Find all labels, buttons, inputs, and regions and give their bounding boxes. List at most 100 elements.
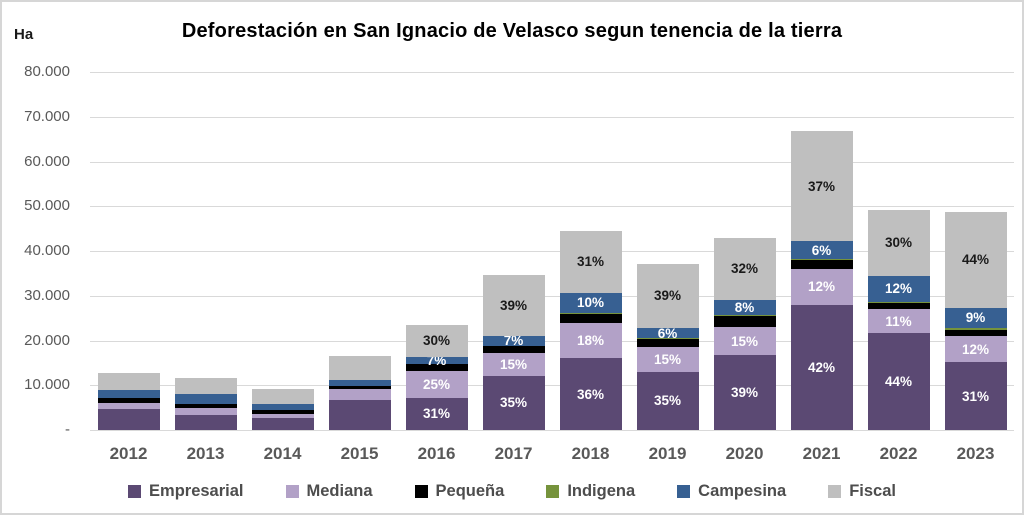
bar-segment — [251, 417, 314, 430]
segment-label: 37% — [807, 178, 836, 194]
segment-label: 35% — [499, 395, 528, 411]
segment-label: 44% — [961, 252, 990, 268]
bar-segment — [405, 356, 468, 364]
segment-label: 30% — [884, 235, 913, 251]
segment-label: 31% — [576, 254, 605, 270]
segment-label: 42% — [807, 359, 836, 375]
legend-label: Pequeña — [435, 482, 505, 500]
bar-segment — [405, 371, 468, 398]
bar-segment — [867, 209, 930, 276]
segment-label: 31% — [961, 388, 990, 404]
bar-segment — [713, 314, 776, 316]
x-tick-label: 2021 — [802, 444, 841, 463]
segment-label: 15% — [730, 333, 759, 349]
bar-segment — [790, 304, 853, 430]
gridline — [90, 430, 1014, 431]
x-tick-label: 2016 — [417, 444, 456, 463]
legend-swatch-icon — [414, 485, 428, 498]
bar-segment — [405, 325, 468, 357]
legend-swatch-icon — [546, 485, 560, 498]
y-tick-label: 20.000 — [24, 331, 70, 349]
segment-label: 11% — [885, 313, 912, 329]
gridline — [90, 385, 1014, 387]
bar-segment — [713, 326, 776, 356]
segment-label: 12% — [961, 341, 990, 357]
bar-segment — [328, 380, 391, 387]
segment-label: 12% — [884, 281, 913, 297]
bar-segment — [251, 404, 314, 411]
segment-label: 7% — [503, 333, 524, 349]
bar-segment — [867, 333, 930, 430]
bar-segment — [328, 389, 391, 401]
bar-segment — [328, 386, 391, 390]
bar-segment — [328, 400, 391, 430]
bar-segment — [867, 302, 930, 303]
bar-segment — [482, 335, 545, 347]
segment-label: 32% — [730, 261, 759, 277]
x-tick-label: 2013 — [186, 444, 225, 463]
bar-segment — [867, 275, 930, 303]
gridline — [90, 206, 1014, 208]
bar-segment — [867, 302, 930, 310]
segment-label: 15% — [499, 356, 528, 372]
bar-segment — [713, 238, 776, 300]
legend-swatch-icon — [677, 485, 691, 498]
bar-segment — [867, 309, 930, 334]
x-tick-label: 2017 — [494, 444, 533, 463]
y-tick-label: 10.000 — [24, 376, 70, 394]
segment-label: 30% — [422, 333, 451, 349]
segment-label: 18% — [576, 332, 605, 348]
x-tick-label: 2022 — [879, 444, 918, 463]
bar-segment — [636, 263, 699, 329]
segment-label: 31% — [422, 406, 451, 422]
legend-swatch-icon — [128, 485, 142, 498]
bar-segment — [944, 336, 1007, 363]
segment-label: 36% — [576, 386, 605, 402]
bar-segment — [174, 408, 237, 415]
bar-segment — [97, 408, 160, 430]
bar-segment — [174, 403, 237, 409]
bar-segment — [790, 259, 853, 260]
bar-segment — [944, 362, 1007, 430]
y-tick-label: 80.000 — [24, 63, 70, 80]
legend-label: Campesina — [698, 482, 787, 500]
bar-segment — [713, 355, 776, 430]
bar-segment — [790, 131, 853, 242]
legend-swatch-icon — [285, 485, 299, 498]
segment-label: 10% — [576, 295, 605, 311]
bar-segment — [790, 241, 853, 260]
legend-swatch-icon — [828, 485, 842, 498]
y-tick-label: - — [65, 421, 70, 438]
bar-segment — [944, 307, 1007, 328]
bar-segment — [944, 212, 1007, 308]
bar-segment — [405, 397, 468, 430]
bar-segment — [636, 328, 699, 339]
bar-segment — [482, 346, 545, 353]
bar-segment — [251, 389, 314, 405]
segment-label: 7% — [426, 352, 447, 368]
x-tick-label: 2014 — [263, 444, 302, 463]
legend-item: Indigena — [546, 482, 635, 501]
bar-segment — [790, 268, 853, 305]
legend-label: Empresarial — [149, 482, 244, 500]
x-tick-label: 2020 — [725, 444, 764, 463]
legend-label: Mediana — [306, 482, 373, 500]
segment-label: 39% — [499, 297, 528, 313]
segment-label: 35% — [653, 393, 682, 409]
bar-segment — [482, 275, 545, 336]
bar-segment — [944, 329, 1007, 337]
bar-segment — [174, 377, 237, 394]
y-axis-unit-label: Ha — [14, 26, 34, 43]
gridline — [90, 251, 1014, 252]
bar-segment — [328, 356, 391, 381]
x-tick-label: 2019 — [648, 444, 687, 463]
bar-segment — [174, 414, 237, 430]
gridline — [90, 116, 1014, 118]
legend-item: Pequeña — [414, 482, 505, 501]
legend-item: Empresarial — [128, 482, 244, 501]
segment-label: 39% — [730, 385, 759, 401]
x-tick-label: 2015 — [340, 444, 379, 463]
bar-segment — [713, 315, 776, 327]
